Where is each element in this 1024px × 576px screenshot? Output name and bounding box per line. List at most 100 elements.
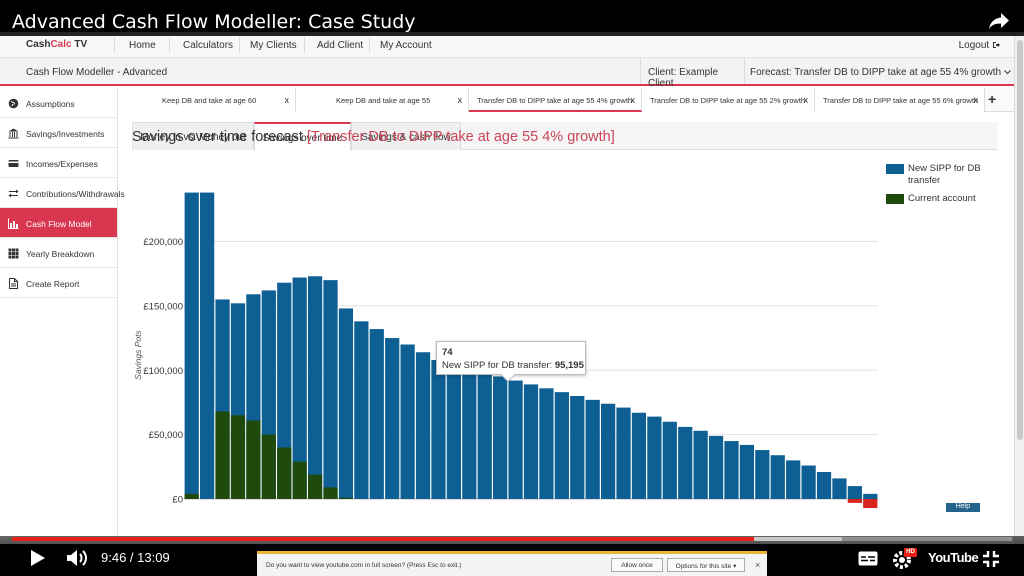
bar-current-account[interactable] bbox=[338, 497, 354, 499]
brand-logo[interactable]: CashCalc TV bbox=[26, 39, 87, 50]
volume-icon[interactable] bbox=[66, 548, 90, 568]
allow-once-button[interactable]: Allow once bbox=[611, 558, 663, 572]
bar-sipp[interactable] bbox=[554, 392, 569, 499]
bar-sipp[interactable] bbox=[431, 359, 446, 499]
bar-current-account[interactable] bbox=[184, 493, 199, 499]
nav-my-clients[interactable]: My Clients bbox=[250, 40, 297, 51]
sidebar-item-cash-flow-model[interactable]: Cash Flow Model bbox=[0, 208, 117, 238]
bar-sipp[interactable] bbox=[832, 478, 847, 499]
bar-sipp[interactable] bbox=[354, 321, 369, 499]
video-time: 9:46 / 13:09 bbox=[101, 550, 170, 565]
sidebar-item-yearly-breakdown[interactable]: Yearly Breakdown bbox=[0, 238, 117, 268]
play-icon[interactable] bbox=[30, 549, 46, 567]
bar-current-account[interactable] bbox=[230, 415, 246, 499]
bar-sipp[interactable] bbox=[755, 450, 770, 499]
bar-sipp[interactable] bbox=[400, 344, 415, 500]
exit-fullscreen-icon[interactable] bbox=[982, 550, 1000, 568]
close-icon[interactable]: × bbox=[755, 560, 761, 570]
bar-sipp[interactable] bbox=[446, 363, 461, 499]
close-icon[interactable]: x bbox=[284, 95, 290, 105]
close-icon[interactable]: x bbox=[973, 95, 979, 105]
sidebar-item-assumptions[interactable]: Assumptions bbox=[0, 88, 117, 118]
bar-sipp[interactable] bbox=[585, 399, 600, 499]
youtube-logo[interactable]: YouTube bbox=[928, 550, 979, 565]
bar-sipp[interactable] bbox=[307, 276, 323, 499]
bar-sipp[interactable] bbox=[786, 460, 801, 499]
fullscreen-permission-bar: Do you want to view youtube.com in full … bbox=[257, 551, 767, 576]
bar-current-account[interactable] bbox=[307, 474, 323, 499]
scrollbar-thumb[interactable] bbox=[1017, 40, 1023, 440]
bar-sipp[interactable] bbox=[523, 384, 539, 499]
close-icon[interactable]: x bbox=[457, 95, 463, 105]
bar-sipp[interactable] bbox=[385, 338, 400, 499]
share-icon[interactable] bbox=[988, 12, 1010, 30]
bar-sipp[interactable] bbox=[369, 329, 384, 499]
scenario-tab-active[interactable]: Transfer DB to DIPP take at age 55 4% gr… bbox=[469, 88, 642, 112]
bar-sipp[interactable] bbox=[739, 444, 755, 499]
bar-sipp[interactable] bbox=[724, 441, 739, 499]
close-icon[interactable]: x bbox=[630, 95, 636, 105]
nav-home[interactable]: Home bbox=[129, 40, 156, 51]
bar-sipp[interactable] bbox=[184, 192, 199, 499]
bar-sipp[interactable] bbox=[292, 277, 307, 499]
bar-sipp[interactable] bbox=[708, 435, 724, 499]
bar-shortfall[interactable] bbox=[847, 499, 862, 503]
bar-current-account[interactable] bbox=[261, 434, 276, 499]
scenario-tab[interactable]: Transfer DB to DIPP take at age 55 2% gr… bbox=[642, 88, 815, 112]
nav-my-account[interactable]: My Account bbox=[380, 40, 432, 51]
bar-sipp[interactable] bbox=[631, 412, 647, 499]
sidebar-item-savings[interactable]: Savings/Investments bbox=[0, 118, 117, 148]
bar-sipp[interactable] bbox=[678, 426, 693, 499]
bar-sipp[interactable] bbox=[323, 280, 338, 499]
sidebar-item-contributions[interactable]: Contributions/Withdrawals bbox=[0, 178, 125, 208]
tab-savings-over-time[interactable]: Savings over time bbox=[254, 122, 351, 151]
bar-current-account[interactable] bbox=[292, 461, 307, 499]
bar-sipp[interactable] bbox=[200, 192, 215, 499]
page-scrollbar[interactable] bbox=[1014, 32, 1024, 544]
bar-sipp[interactable] bbox=[801, 465, 816, 499]
video-title[interactable]: Advanced Cash Flow Modeller: Case Study bbox=[12, 11, 416, 33]
bar-sipp[interactable] bbox=[647, 416, 662, 499]
scenario-tab[interactable]: Transfer DB to DIPP take at age 55 6% gr… bbox=[815, 88, 985, 112]
forecast-dropdown[interactable]: Forecast: Transfer DB to DIPP take at ag… bbox=[744, 58, 1014, 84]
bar-sipp[interactable] bbox=[693, 430, 708, 499]
bar-sipp[interactable] bbox=[616, 407, 631, 499]
bar-sipp[interactable] bbox=[508, 380, 523, 499]
settings-gear-icon[interactable] bbox=[892, 549, 916, 569]
bar-sipp[interactable] bbox=[477, 372, 492, 499]
bar-current-account[interactable] bbox=[277, 447, 292, 500]
scenario-tab[interactable]: Keep DB and take at age 60 x bbox=[122, 88, 296, 112]
logout-link[interactable]: Logout bbox=[959, 40, 1000, 51]
nav-add-client[interactable]: Add Client bbox=[317, 40, 364, 51]
tab-money-in-out[interactable]: Money in vs. Money out bbox=[132, 122, 254, 150]
bar-sipp[interactable] bbox=[847, 486, 862, 499]
bar-sipp[interactable] bbox=[863, 493, 878, 499]
scenario-tab[interactable]: Keep DB and take at age 55 x bbox=[296, 88, 469, 112]
bar-sipp[interactable] bbox=[570, 396, 585, 499]
add-scenario-button[interactable]: + bbox=[988, 91, 997, 107]
sidebar-item-incomes[interactable]: Incomes/Expenses bbox=[0, 148, 117, 178]
nav-calculators[interactable]: Calculators bbox=[183, 40, 234, 51]
bar-sipp[interactable] bbox=[493, 376, 508, 499]
bar-sipp[interactable] bbox=[662, 421, 677, 499]
close-icon[interactable]: x bbox=[803, 95, 809, 105]
bar-current-account[interactable] bbox=[323, 487, 338, 499]
captions-icon[interactable] bbox=[858, 551, 878, 566]
sidebar-item-create-report[interactable]: Create Report bbox=[0, 268, 117, 298]
bar-sipp[interactable] bbox=[415, 352, 431, 499]
bar-current-account[interactable] bbox=[215, 411, 230, 499]
bar-shortfall[interactable] bbox=[863, 499, 878, 509]
bar-sipp[interactable] bbox=[601, 403, 616, 499]
tab-savings-cash-flow[interactable]: Savings & cash flow bbox=[351, 122, 461, 150]
bar-sipp[interactable] bbox=[338, 308, 354, 499]
video-progress-bar[interactable] bbox=[12, 537, 1012, 541]
help-button[interactable]: Help bbox=[946, 503, 980, 512]
options-for-site-button[interactable]: Options for this site ▾ bbox=[667, 558, 745, 572]
bar-sipp[interactable] bbox=[462, 368, 477, 499]
bar-current-account[interactable] bbox=[246, 420, 261, 499]
bar-sipp[interactable] bbox=[277, 282, 292, 499]
video-title-bar: Advanced Cash Flow Modeller: Case Study bbox=[0, 0, 1024, 36]
bar-sipp[interactable] bbox=[770, 455, 785, 499]
bar-sipp[interactable] bbox=[539, 388, 554, 499]
bar-sipp[interactable] bbox=[816, 471, 832, 499]
